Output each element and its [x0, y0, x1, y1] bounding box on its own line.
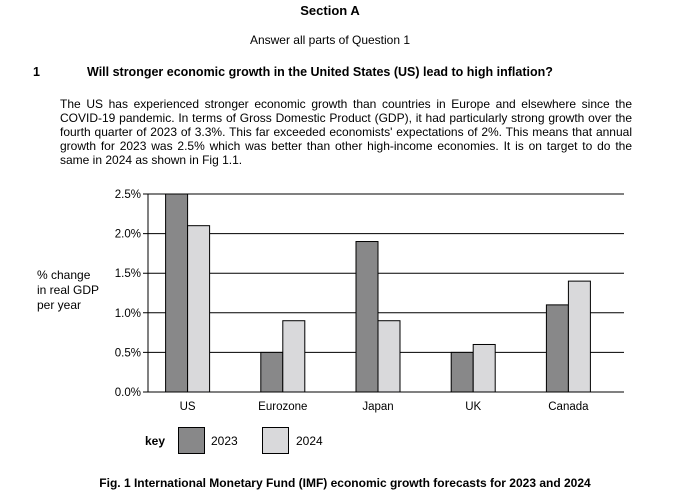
category-label: Japan [362, 401, 393, 413]
y-axis-label-line: % change [37, 268, 91, 282]
bar-layer [165, 193, 591, 393]
question-title: Will stronger economic growth in the Uni… [87, 65, 553, 79]
y-tick-label: 0.0% [115, 387, 141, 399]
legend-swatch-2024 [262, 427, 289, 454]
y-tick-label: 2.0% [115, 229, 141, 241]
category-label: US [180, 401, 196, 413]
y-tick-layer: 0.0% 0.5% 1.0% 1.5% 2.0% 2.5% [115, 189, 141, 399]
y-tick-label: 0.5% [115, 347, 141, 359]
y-axis-label: % change in real GDP per year [37, 268, 99, 313]
section-title: Section A [300, 3, 360, 18]
bar-chart: 0.0% 0.5% 1.0% 1.5% 2.0% 2.5% US Eurozone Japan… [115, 189, 624, 413]
question-number: 1 [33, 65, 40, 79]
instruction-text: Answer all parts of Question 1 [249, 33, 411, 47]
bar-2023-eurozone [260, 351, 284, 393]
legend-key-label: key [145, 434, 166, 448]
y-tick-label: 1.5% [115, 268, 141, 280]
y-tick-label: 1.0% [115, 308, 141, 320]
bar-2023-uk [450, 351, 474, 393]
bar-2023-canada [545, 304, 569, 393]
bar-2024-canada [567, 280, 591, 393]
category-label: UK [465, 401, 481, 413]
question-paragraph: The US has experienced stronger economic… [60, 97, 632, 167]
category-label-layer: US Eurozone Japan UK Canada [180, 401, 590, 413]
bar-2024-eurozone [282, 320, 306, 393]
category-label: Eurozone [258, 401, 307, 413]
legend-swatch-2023 [178, 427, 205, 454]
legend-label-2024: 2024 [296, 434, 323, 448]
bar-2024-uk [472, 343, 496, 393]
bar-2023-japan [355, 241, 379, 393]
figure-caption: Fig. 1 International Monetary Fund (IMF)… [99, 476, 591, 490]
bar-2024-japan [377, 320, 401, 393]
y-axis-label-line: per year [37, 298, 82, 312]
legend-label-2023: 2023 [211, 434, 238, 448]
y-axis-label-line: in real GDP [37, 283, 100, 297]
bar-2023-us [165, 193, 189, 393]
y-tick-label: 2.5% [115, 189, 141, 201]
bar-2024-us [187, 225, 211, 393]
category-label: Canada [548, 401, 589, 413]
